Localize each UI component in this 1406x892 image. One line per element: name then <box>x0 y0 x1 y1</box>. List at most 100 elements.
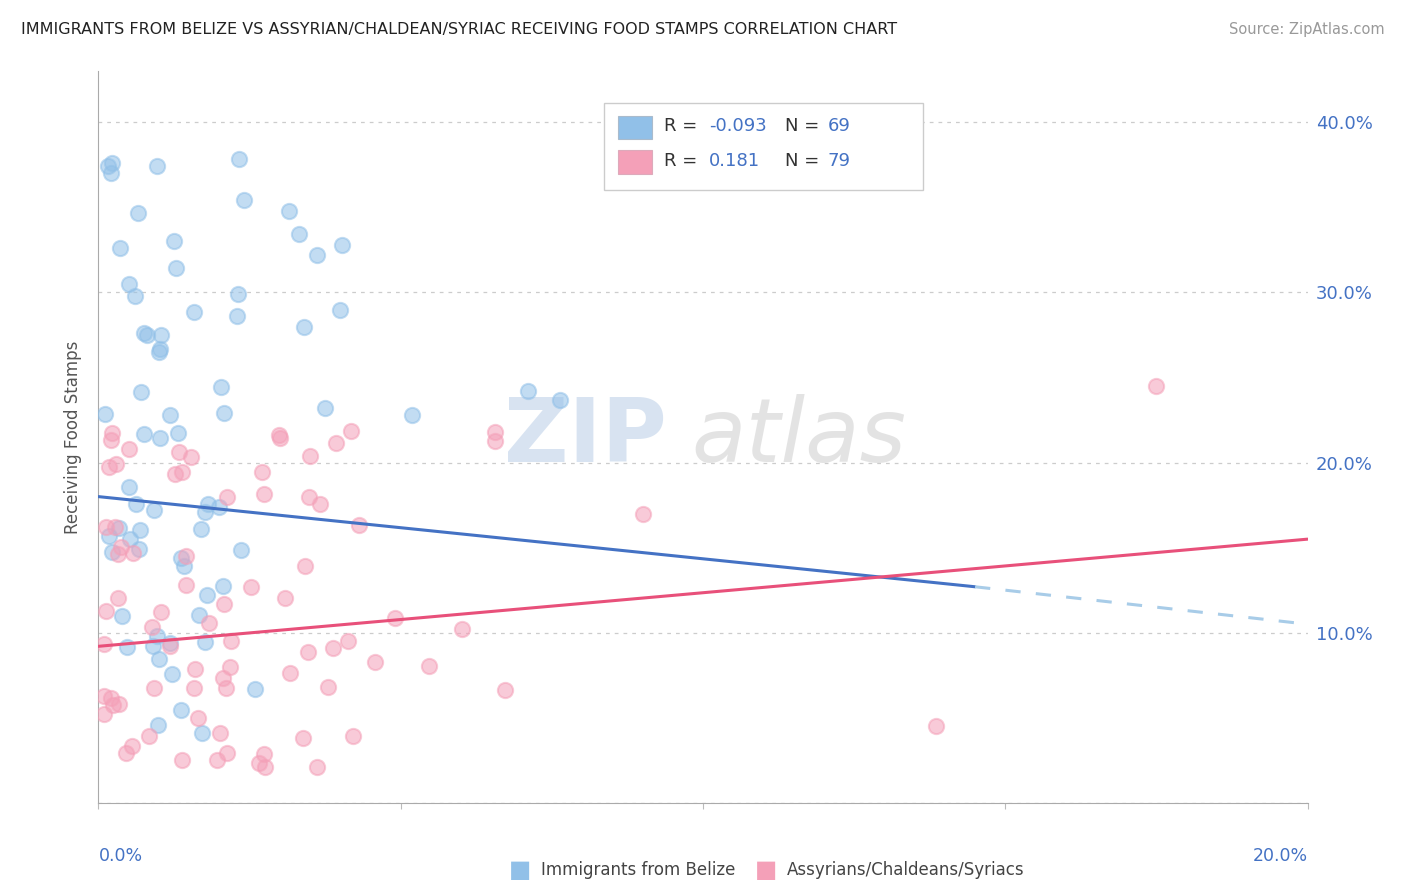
Point <box>124 289 146 303</box>
Point <box>314 401 336 416</box>
Point <box>194 634 217 648</box>
Point <box>247 756 270 771</box>
Point <box>245 681 267 696</box>
Point <box>330 238 353 252</box>
Point <box>233 193 256 207</box>
Point <box>180 450 202 464</box>
Point <box>118 442 141 456</box>
Point <box>141 620 163 634</box>
Text: atlas: atlas <box>690 394 905 480</box>
Point <box>165 261 187 276</box>
Point <box>1144 379 1167 393</box>
Point <box>125 497 148 511</box>
Point <box>183 305 205 319</box>
Point <box>145 629 167 643</box>
Point <box>631 507 654 521</box>
Point <box>129 523 152 537</box>
Text: ■: ■ <box>755 858 778 881</box>
Point <box>148 652 170 666</box>
Point <box>115 640 138 655</box>
Point <box>229 543 252 558</box>
Point <box>288 227 311 241</box>
Point <box>274 591 297 605</box>
Point <box>107 547 129 561</box>
Point <box>149 343 172 357</box>
Text: R =: R = <box>664 153 703 170</box>
Point <box>299 450 322 464</box>
Point <box>190 726 212 740</box>
Point <box>197 498 219 512</box>
Point <box>184 662 207 676</box>
Point <box>159 639 181 653</box>
Point <box>294 320 316 334</box>
Point <box>134 326 156 340</box>
Point <box>484 425 506 440</box>
Point <box>208 726 231 740</box>
Point <box>217 746 239 760</box>
Point <box>142 639 165 653</box>
Point <box>316 680 339 694</box>
Point <box>254 760 277 774</box>
Text: -0.093: -0.093 <box>709 117 766 136</box>
Point <box>418 659 440 673</box>
Point <box>183 681 205 696</box>
Point <box>194 505 217 519</box>
Point <box>173 558 195 573</box>
Text: IMMIGRANTS FROM BELIZE VS ASSYRIAN/CHALDEAN/SYRIAC RECEIVING FOOD STAMPS CORRELA: IMMIGRANTS FROM BELIZE VS ASSYRIAN/CHALD… <box>21 22 897 37</box>
Point <box>219 634 242 648</box>
Point <box>363 655 385 669</box>
Point <box>172 465 194 479</box>
Point <box>170 702 193 716</box>
Point <box>174 578 197 592</box>
Point <box>97 529 120 543</box>
Point <box>212 579 235 593</box>
Text: 79: 79 <box>828 153 851 170</box>
Text: N =: N = <box>785 153 825 170</box>
Point <box>240 580 263 594</box>
Point <box>267 428 290 442</box>
Point <box>115 746 138 760</box>
Text: Assyrians/Chaldeans/Syriacs: Assyrians/Chaldeans/Syriacs <box>787 861 1025 879</box>
Point <box>100 690 122 705</box>
Point <box>101 156 124 170</box>
Point <box>336 634 359 648</box>
Point <box>97 459 120 474</box>
Point <box>347 518 370 533</box>
Point <box>174 549 197 563</box>
Point <box>127 206 149 220</box>
FancyBboxPatch shape <box>603 103 924 190</box>
Point <box>329 302 352 317</box>
Point <box>219 659 242 673</box>
Point <box>129 384 152 399</box>
Point <box>163 234 186 248</box>
Point <box>384 611 406 625</box>
Text: ZIP: ZIP <box>503 393 666 481</box>
Point <box>159 409 181 423</box>
Text: ■: ■ <box>509 858 531 881</box>
Point <box>214 597 236 611</box>
Point <box>93 637 115 651</box>
Point <box>278 204 301 219</box>
Point <box>217 490 239 504</box>
Point <box>187 711 209 725</box>
Point <box>225 310 247 324</box>
Point <box>142 503 165 517</box>
Point <box>100 166 122 180</box>
Point <box>494 682 516 697</box>
Point <box>205 753 228 767</box>
Point <box>190 522 212 536</box>
Point <box>278 666 301 681</box>
Point <box>451 622 474 636</box>
Point <box>214 681 236 696</box>
Point <box>146 159 169 173</box>
Point <box>226 286 249 301</box>
Point <box>342 729 364 743</box>
Point <box>101 425 124 440</box>
Point <box>132 427 155 442</box>
Point <box>148 345 170 359</box>
Point <box>167 445 190 459</box>
Point <box>138 729 160 743</box>
Text: R =: R = <box>664 117 703 136</box>
Point <box>121 739 143 753</box>
Point <box>209 380 232 394</box>
